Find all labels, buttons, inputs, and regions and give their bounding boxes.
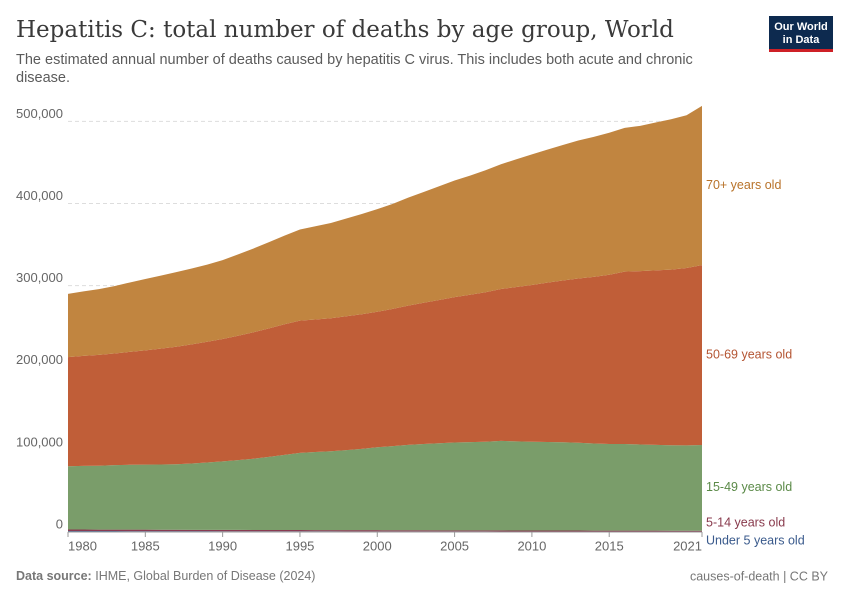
area bbox=[68, 265, 702, 467]
x-tick-label: 1985 bbox=[131, 538, 160, 553]
area bbox=[68, 529, 702, 532]
x-tick-label: 1980 bbox=[68, 538, 97, 553]
footer-license[interactable]: causes-of-death | CC BY bbox=[690, 569, 829, 583]
logo-bg[interactable] bbox=[769, 16, 833, 52]
x-tick-label: 2010 bbox=[517, 538, 546, 553]
x-tick-label: 2000 bbox=[363, 538, 392, 553]
legend-label: 15-49 years old bbox=[706, 480, 792, 494]
logo-text: Our World bbox=[774, 21, 828, 33]
x-tick-label: 2015 bbox=[595, 538, 624, 553]
y-tick-label: 300,000 bbox=[16, 270, 63, 285]
x-tick-label: 1995 bbox=[285, 538, 314, 553]
y-tick-label: 100,000 bbox=[16, 434, 63, 449]
x-tick-label: 2021 bbox=[673, 538, 702, 553]
x-tick-label: 2005 bbox=[440, 538, 469, 553]
x-tick-label: 1990 bbox=[208, 538, 237, 553]
logo-bar bbox=[769, 49, 833, 52]
legend-label: Under 5 years old bbox=[706, 533, 805, 547]
area bbox=[68, 105, 702, 358]
logo-text: in Data bbox=[783, 34, 821, 46]
subtitle-box: The estimated annual number of deaths ca… bbox=[16, 52, 693, 86]
y-tick-label: 0 bbox=[56, 516, 63, 531]
legend-label: 70+ years old bbox=[706, 178, 781, 192]
chart-title: Hepatitis C: total number of deaths by a… bbox=[16, 17, 674, 43]
legend-label: 50-69 years old bbox=[706, 347, 792, 361]
source: IHME, Global Burden of Disease (2024) bbox=[95, 569, 315, 583]
y-tick-label: 200,000 bbox=[16, 352, 63, 367]
legend-label: 5-14 years old bbox=[706, 515, 785, 529]
y-tick-label: 500,000 bbox=[16, 106, 63, 121]
source-label: Data source: bbox=[16, 569, 92, 583]
footer-source: Data source: IHME, Global Burden of Dise… bbox=[16, 569, 315, 583]
y-tick-label: 400,000 bbox=[16, 188, 63, 203]
chart-subtitle: The estimated annual number of deaths ca… bbox=[16, 52, 693, 86]
area bbox=[68, 440, 702, 531]
